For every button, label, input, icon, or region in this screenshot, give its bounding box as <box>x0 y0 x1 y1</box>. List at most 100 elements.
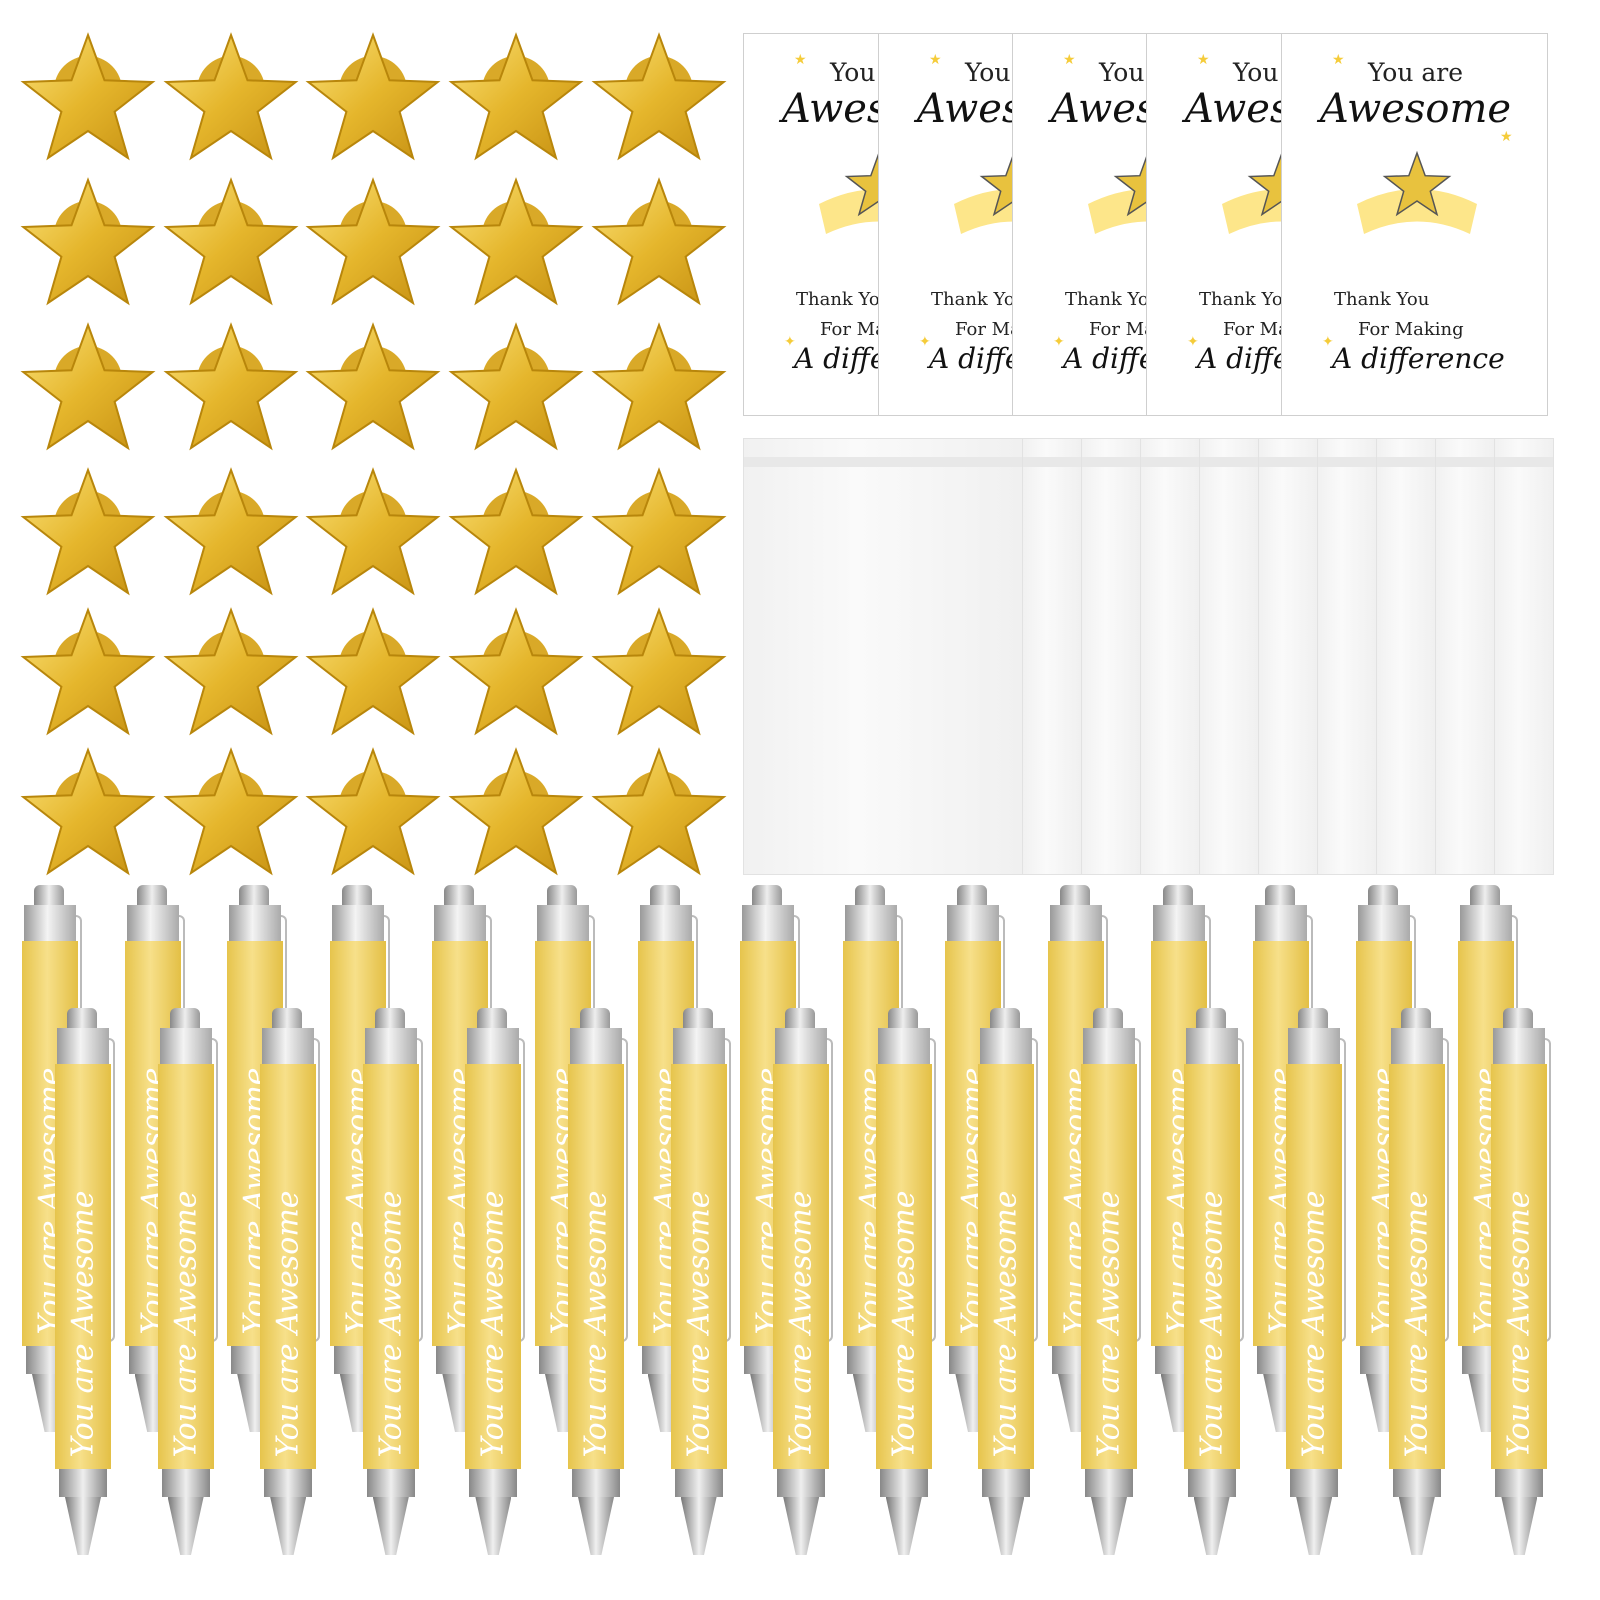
card-line-thank-you: Thank You <box>1065 289 1161 310</box>
pen-text: You are Awesome <box>886 1190 922 1458</box>
pen-collar <box>639 905 692 941</box>
pen-barrel: You are Awesome <box>1183 1064 1240 1469</box>
pen-barrel: You are Awesome <box>1081 1064 1137 1469</box>
pen-text: You are Awesome <box>681 1190 717 1458</box>
pen-tip <box>1398 1497 1435 1555</box>
star-pin <box>589 607 729 737</box>
pen-collar <box>434 905 487 941</box>
pen-tip <box>65 1497 101 1555</box>
pen-button <box>1060 885 1090 907</box>
pen-button <box>1195 1008 1226 1030</box>
pen-text: You are Awesome <box>1091 1190 1127 1458</box>
pen-ring <box>1392 1469 1441 1497</box>
pen-button <box>477 1008 508 1030</box>
organza-bag <box>1081 438 1141 875</box>
pen-barrel: You are Awesome <box>1491 1064 1548 1469</box>
pen-button <box>547 885 577 907</box>
pen-button <box>374 1008 405 1030</box>
drawstring <box>1495 457 1553 467</box>
pen-button <box>444 885 475 907</box>
star-pin <box>589 32 729 162</box>
pen-collar <box>1050 905 1102 941</box>
card-line-thank-you: Thank You <box>796 289 892 310</box>
pen-text: You are Awesome <box>168 1190 204 1458</box>
pen-barrel: You are Awesome <box>1388 1064 1445 1469</box>
pen-button <box>752 885 783 907</box>
pen-collar <box>364 1028 417 1064</box>
pen-button <box>580 1008 610 1030</box>
card-line-you-are: You are <box>1367 58 1464 87</box>
star-pin <box>446 607 586 737</box>
pen-tip <box>372 1497 409 1555</box>
star-pin <box>303 607 443 737</box>
pen-tip <box>167 1497 204 1555</box>
pen-barrel: You are Awesome <box>1286 1064 1343 1469</box>
pen-tip <box>1091 1497 1127 1555</box>
star-decoration: ★ <box>794 52 807 68</box>
pen-button <box>1265 885 1296 907</box>
pen-text: You are Awesome <box>988 1190 1024 1458</box>
pen-text: You are Awesome <box>270 1190 306 1458</box>
star-pin <box>161 177 301 307</box>
pen-ring <box>264 1469 313 1497</box>
pen-text: You are Awesome <box>783 1190 819 1458</box>
pen-button <box>854 885 885 907</box>
pen-barrel: You are Awesome <box>568 1064 624 1469</box>
pen-button <box>67 1008 97 1030</box>
pen-button <box>1298 1008 1329 1030</box>
pen-barrel: You are Awesome <box>978 1064 1035 1469</box>
pen-tip <box>885 1497 922 1555</box>
pen-collar <box>775 1028 828 1064</box>
pen-ring <box>59 1469 107 1497</box>
pen-button <box>239 885 270 907</box>
pen-barrel: You are Awesome <box>260 1064 317 1469</box>
pen-tip <box>475 1497 512 1555</box>
organza-bag <box>1258 438 1318 875</box>
drawstring <box>1023 457 1081 467</box>
pen-button <box>34 885 64 907</box>
thank-you-card: ★ ★ ✦ You are Awesome Thank You For Making… <box>1281 33 1548 416</box>
star-pin <box>161 322 301 452</box>
pen-tip <box>578 1497 614 1555</box>
pen-text: You are Awesome <box>1296 1190 1332 1458</box>
pen-button <box>136 885 167 907</box>
star-decoration: ✦ <box>1187 334 1199 350</box>
star-decoration: ✦ <box>1053 334 1065 350</box>
pen-tip <box>1193 1497 1230 1555</box>
pen-ring <box>879 1469 928 1497</box>
star-pin <box>589 322 729 452</box>
star-decoration: ✦ <box>919 334 931 350</box>
pen-ring <box>982 1469 1031 1497</box>
pen-collar <box>1288 1028 1341 1064</box>
pen-tip <box>988 1497 1025 1555</box>
card-line-thank-you: Thank You <box>931 289 1027 310</box>
star-ribbon-graphic <box>1357 150 1477 234</box>
star-pin <box>161 747 301 877</box>
star-pin <box>303 32 443 162</box>
pen-barrel: You are Awesome <box>670 1064 727 1469</box>
pen-text: You are Awesome <box>373 1190 409 1458</box>
pen-collar <box>126 905 179 941</box>
card-line-awesome: Awesome <box>1319 86 1512 132</box>
pen-button <box>1162 885 1193 907</box>
pen-text: You are Awesome <box>1194 1190 1230 1458</box>
pen-collar <box>229 905 282 941</box>
pen-barrel: You are Awesome <box>362 1064 419 1469</box>
pen-collar <box>1185 1028 1238 1064</box>
organza-bag <box>1494 438 1554 875</box>
star-pin <box>18 322 158 452</box>
pen-barrel: You are Awesome <box>157 1064 214 1469</box>
card-line-a-difference: A difference <box>1332 342 1505 375</box>
organza-bag <box>1317 438 1377 875</box>
pen-ring <box>1290 1469 1339 1497</box>
star-pin <box>303 177 443 307</box>
pen-barrel: You are Awesome <box>875 1064 932 1469</box>
organza-bag <box>743 438 1023 875</box>
organza-bag <box>1376 438 1436 875</box>
card-line-thank-you: Thank You <box>1334 289 1430 310</box>
pen-text: You are Awesome <box>1501 1190 1537 1458</box>
pen-button <box>649 885 680 907</box>
star-pin <box>18 177 158 307</box>
pen-tip <box>680 1497 717 1555</box>
star-pin <box>446 322 586 452</box>
